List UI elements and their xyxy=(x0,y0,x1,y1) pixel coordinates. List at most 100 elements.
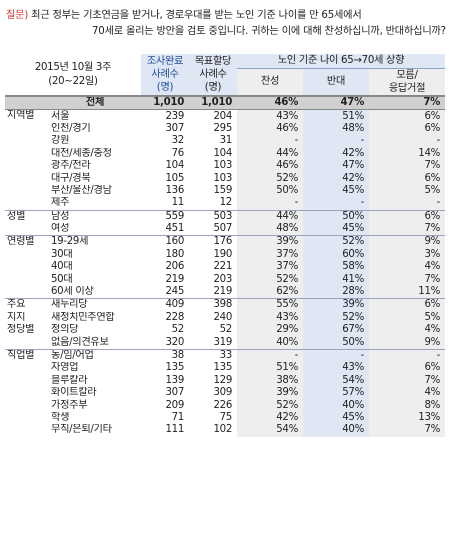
group-label xyxy=(5,148,49,160)
group-label xyxy=(5,135,49,147)
weighted-count-cell: 176 xyxy=(189,235,237,249)
agree-cell: 52% xyxy=(237,273,303,286)
oppose-cell: - xyxy=(303,197,369,211)
weighted-count-cell: 12 xyxy=(219,197,233,209)
weighted-count-cell: 398 xyxy=(189,298,237,312)
survey-count-cell: 52 xyxy=(171,324,185,336)
survey-count-cell: 206 xyxy=(165,261,184,273)
survey-count-cell: 320 xyxy=(165,336,184,348)
oppose-cell: 54% xyxy=(303,374,369,387)
agree-cell: - xyxy=(237,348,303,363)
survey-count-cell: 139 xyxy=(165,374,184,386)
weighted-count-cell: 507 xyxy=(213,223,232,235)
weighted-count-cell: 221 xyxy=(213,261,232,273)
oppose-cell: 45% xyxy=(303,222,369,236)
group-label xyxy=(5,273,49,285)
period-line-2: (20~22일) xyxy=(48,75,98,87)
table-row: 대전/세종/충청 76 104 44% 42% 14% xyxy=(5,147,446,160)
oppose-cell: 67% xyxy=(303,324,369,337)
weighted-count-cell: 295 xyxy=(213,122,232,134)
weighted-count-cell: 159 xyxy=(213,184,232,196)
row-label: 부산/울산/경남 xyxy=(51,184,112,196)
period-line-1: 2015년 10월 3주 xyxy=(34,61,112,73)
agree-cell: - xyxy=(237,197,303,211)
survey-question: 질문) 최근 정부는 기초연금을 받거나, 경로우대를 받는 노인 기준 나이를… xyxy=(6,8,446,40)
question-line-1: 질문) 최근 정부는 기초연금을 받거나, 경로우대를 받는 노인 기준 나이를… xyxy=(6,8,446,24)
dk-cell: 11% xyxy=(369,285,446,299)
survey-count-cell: 409 xyxy=(141,298,189,312)
row-label: 30대 xyxy=(51,248,73,260)
table-row: 부산/울산/경남 136 159 50% 45% 5% xyxy=(5,184,446,198)
survey-count-cell: 180 xyxy=(165,248,184,260)
agree-cell: 54% xyxy=(237,424,303,437)
agree-cell: 62% xyxy=(237,285,303,299)
row-label: 정의당 xyxy=(51,324,79,336)
weighted-count-cell: 103 xyxy=(213,160,232,172)
row-label: 농/임/어업 xyxy=(49,348,141,363)
survey-count-cell: 307 xyxy=(165,387,184,399)
row-label: 대구/경북 xyxy=(51,172,91,184)
oppose-cell: 58% xyxy=(303,261,369,274)
row-label: 50대 xyxy=(51,273,73,285)
dk-cell: 7% xyxy=(369,95,446,111)
weighted-count-cell: 102 xyxy=(213,424,232,436)
agree-cell: 38% xyxy=(237,374,303,387)
survey-count-header: 조사완료 사례수 (명) xyxy=(141,54,189,96)
oppose-cell: 40% xyxy=(303,399,369,412)
dk-cell: 4% xyxy=(369,386,446,400)
survey-count-cell: 1,010 xyxy=(141,95,189,111)
agree-cell: 37% xyxy=(237,248,303,262)
group-label xyxy=(5,223,49,236)
dk-cell: 3% xyxy=(369,248,446,262)
period-header: 2015년 10월 3주 (20~22일) xyxy=(5,54,141,96)
table-row: 인천/경기 307 295 46% 48% 6% xyxy=(5,122,446,136)
dk-cell: - xyxy=(369,348,446,363)
oppose-cell: 57% xyxy=(303,386,369,400)
group-label: 주요 xyxy=(5,298,49,312)
survey-count-cell: 111 xyxy=(165,424,184,436)
dk-cell: 5% xyxy=(369,311,446,325)
survey-count-cell: 219 xyxy=(165,273,184,285)
oppose-cell: - xyxy=(303,348,369,363)
table-row: 학생 71 75 42% 45% 13% xyxy=(5,411,446,425)
row-label: 19-29세 xyxy=(49,235,141,249)
group-label xyxy=(5,286,49,299)
group-label: 정당별 xyxy=(7,324,35,336)
agree-cell: 42% xyxy=(237,411,303,425)
survey-count-cell: 228 xyxy=(165,311,184,323)
dk-cell: 6% xyxy=(369,298,446,312)
agree-cell: 55% xyxy=(237,298,303,312)
weighted-count-header: 목표할당 사례수 (명) xyxy=(189,54,237,96)
header-row-1: 2015년 10월 3주 (20~22일) 조사완료 사례수 (명) 목표할당 … xyxy=(5,54,446,96)
dk-cell: 5% xyxy=(369,184,446,198)
dk-cell: 6% xyxy=(369,122,446,136)
group-label xyxy=(5,185,49,197)
row-label: 광주/전라 xyxy=(51,160,91,172)
row-label: 새정치민주연합 xyxy=(51,311,115,323)
row-label: 대전/세종/충청 xyxy=(51,147,112,159)
oppose-cell: 60% xyxy=(303,248,369,262)
agree-cell: 52% xyxy=(237,172,303,185)
agree-cell: 51% xyxy=(237,362,303,375)
row-label: 블루칼라 xyxy=(51,374,88,386)
dk-cell: 9% xyxy=(369,235,446,249)
dk-cell: 6% xyxy=(369,172,446,185)
group-label xyxy=(5,261,49,273)
row-label: 60세 이상 xyxy=(51,286,94,298)
table-row: 50대 219 203 52% 41% 7% xyxy=(5,273,446,286)
group-label xyxy=(5,197,49,210)
survey-count-cell: 451 xyxy=(165,223,184,235)
survey-count-cell: 239 xyxy=(141,109,189,123)
table-row: 화이트칼라 307 309 39% 57% 4% xyxy=(5,386,446,400)
dk-cell: 14% xyxy=(369,147,446,160)
table-row: 정당별 정의당 52 52 29% 67% 4% xyxy=(5,324,446,337)
row-label: 학생 xyxy=(51,411,70,423)
question-label: 질문) xyxy=(6,10,29,21)
dk-header: 모름/ 응답거절 xyxy=(369,68,446,96)
dk-cell: 6% xyxy=(369,209,446,223)
group-label: 지지 xyxy=(7,311,26,323)
row-label: 가정주부 xyxy=(51,399,88,411)
row-label: 화이트칼라 xyxy=(51,387,97,399)
oppose-cell: 40% xyxy=(303,424,369,437)
group-label xyxy=(5,399,49,411)
